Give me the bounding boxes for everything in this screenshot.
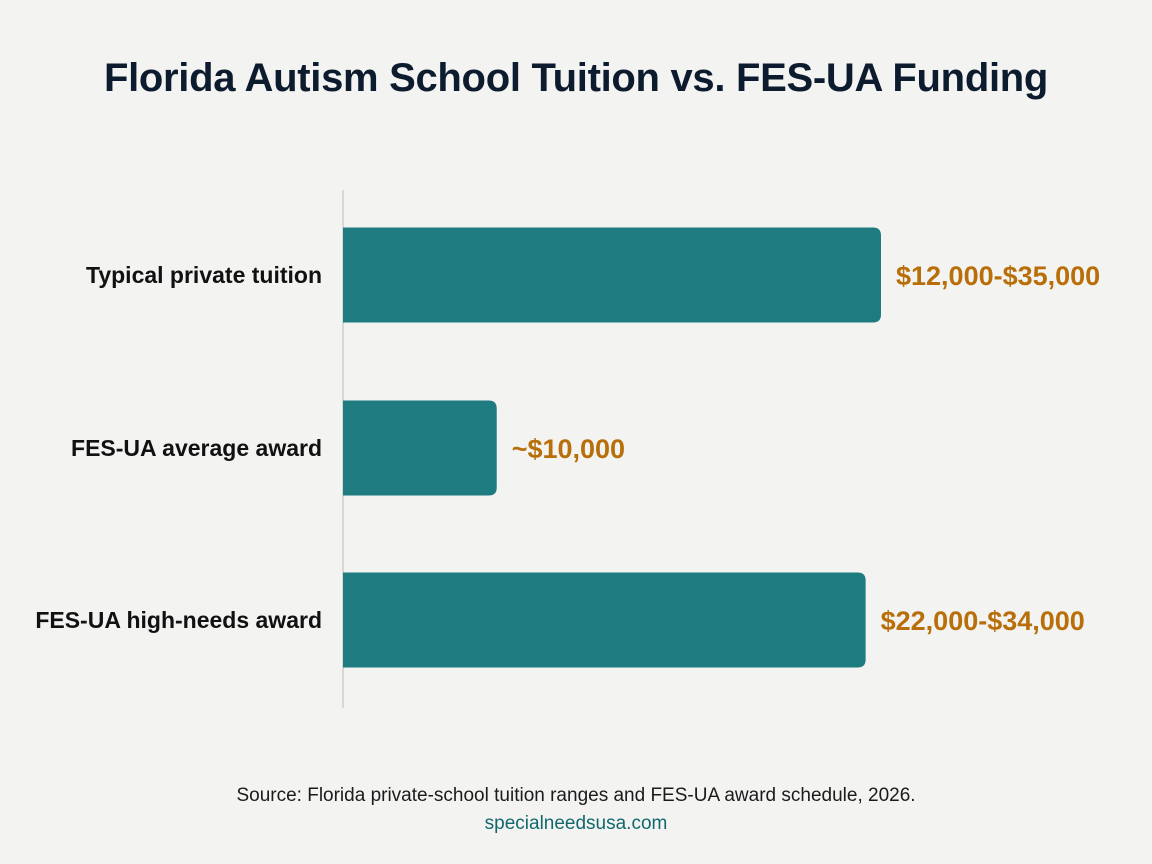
category-label: Typical private tuition xyxy=(86,262,322,288)
chart-footer: Source: Florida private-school tuition r… xyxy=(0,782,1152,838)
value-label: ~$10,000 xyxy=(512,434,625,464)
source-note: Source: Florida private-school tuition r… xyxy=(236,785,916,806)
category-label: FES-UA average award xyxy=(71,435,322,461)
bar xyxy=(343,227,881,323)
chart-title: Florida Autism School Tuition vs. FES-UA… xyxy=(103,56,1049,100)
category-label: FES-UA high-needs award xyxy=(35,607,322,633)
bars-group: Typical private tuition $12,000-$35,000 FE… xyxy=(35,227,1100,668)
value-label: $12,000-$35,000 xyxy=(896,261,1100,291)
bar xyxy=(343,400,497,496)
site-credit: specialneedsusa.com xyxy=(484,813,668,834)
bar xyxy=(343,572,866,668)
value-label: $22,000-$34,000 xyxy=(881,606,1085,636)
